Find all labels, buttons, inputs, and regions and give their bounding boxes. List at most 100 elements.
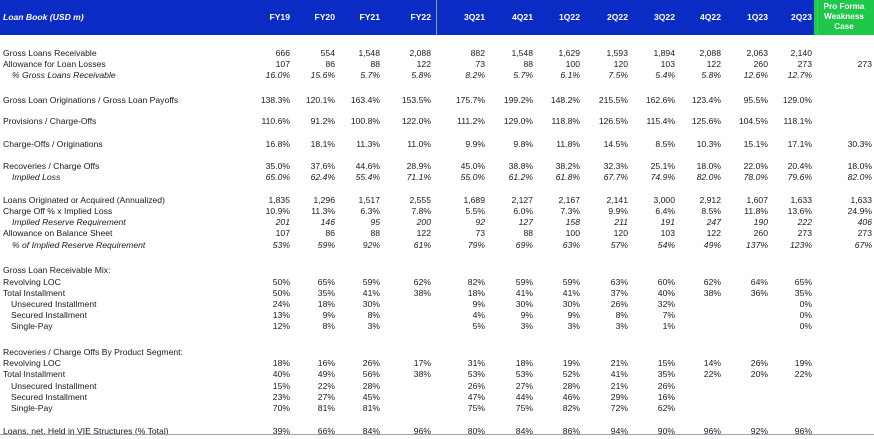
table-cell: 63% (562, 240, 580, 250)
table-cell: 1,894 (653, 48, 675, 58)
table-cell: 45% (362, 392, 380, 402)
row-label: Charge-Offs / Originations (3, 139, 103, 149)
table-cell: 9.9% (608, 206, 628, 216)
table-cell: 2,167 (558, 195, 580, 205)
table-cell: 0% (799, 299, 812, 309)
table-row: Total Installment 40% 49% 56% 38% 53% 53% 52% 41… (0, 369, 874, 380)
table-cell: 16.0% (265, 70, 290, 80)
table-cell: 5.7% (513, 70, 533, 80)
table-cell: 38.8% (508, 161, 533, 171)
table-cell: 15% (657, 358, 675, 368)
table-cell: 110.6% (261, 116, 290, 126)
table-cell: 18.1% (310, 139, 335, 149)
table-cell: 118.1% (783, 116, 812, 126)
row-label: % of Implied Reserve Requirement (12, 240, 146, 250)
table-cell: 6.3% (360, 206, 380, 216)
table-cell: 9.9% (465, 139, 485, 149)
table-cell: 11.3% (311, 206, 335, 216)
table-cell: 247 (706, 217, 721, 227)
table-cell: 15.1% (743, 139, 768, 149)
table-cell: 10.3% (696, 139, 721, 149)
header-col-fy22: FY22 (410, 12, 431, 22)
table-cell: 88 (523, 59, 533, 69)
table-row: Provisions / Charge-Offs 110.6% 91.2% 100.8… (0, 116, 874, 127)
table-cell: 3% (615, 321, 628, 331)
table-cell: 201 (275, 217, 290, 227)
table-row: Recoveries / Charge Offs By Product Segm… (0, 347, 874, 358)
table-cell: 73 (475, 59, 485, 69)
table-cell: 81% (362, 403, 380, 413)
table-cell: 38% (413, 369, 431, 379)
table-cell: 1,517 (358, 195, 380, 205)
table-cell: 59% (317, 240, 335, 250)
table-cell: 20% (750, 369, 768, 379)
table-row: % Gross Loans Receivable 16.0% 15.6% 5.7% 5.… (0, 70, 874, 81)
table-cell: 10.9% (265, 206, 290, 216)
row-label: % Gross Loans Receivable (12, 70, 116, 80)
table-cell: 9% (472, 299, 485, 309)
table-cell: 158 (565, 217, 580, 227)
table-cell: 406 (857, 217, 872, 227)
table-cell: 7.8% (411, 206, 431, 216)
header-col-3q21: 3Q21 (463, 12, 485, 22)
table-cell: 122 (416, 228, 431, 238)
table-cell: 32.3% (603, 161, 628, 171)
table-cell: 104.5% (738, 116, 768, 126)
table-cell: 3% (567, 321, 580, 331)
table-cell: 6.0% (513, 206, 533, 216)
table-cell: 12.6% (743, 70, 768, 80)
table-cell: 148.2% (550, 95, 580, 105)
row-label: Recoveries / Charge Offs By Product Segm… (3, 347, 183, 357)
row-label: Revolving LOC (3, 358, 61, 368)
table-cell: 18% (467, 288, 485, 298)
table-cell: 13.6% (787, 206, 812, 216)
table-cell: 92% (750, 426, 768, 436)
table-cell: 35.0% (265, 161, 290, 171)
table-cell: 61% (413, 240, 431, 250)
table-cell: 72% (610, 403, 628, 413)
row-label: Secured Installment (11, 310, 87, 320)
table-cell: 122 (706, 228, 721, 238)
row-label: Revolving LOC (3, 277, 61, 287)
table-cell: 163.4% (350, 95, 380, 105)
table-cell: 75% (467, 403, 485, 413)
table-cell: 19% (794, 358, 812, 368)
table-cell: 8% (367, 310, 380, 320)
table-row: Implied Loss 65.0% 62.4% 55.4% 71.1% 55.0% 61.… (0, 172, 874, 183)
table-cell: 1,629 (558, 48, 580, 58)
table-cell: 53% (515, 369, 533, 379)
table-cell: 122 (416, 59, 431, 69)
table-cell: 79% (467, 240, 485, 250)
table-cell: 59% (362, 277, 380, 287)
table-cell: 26% (750, 358, 768, 368)
row-label: Loans, net, Held in VIE Structures (% To… (3, 426, 169, 436)
table-cell: 82% (467, 277, 485, 287)
row-label: Recoveries / Charge Offs (3, 161, 100, 171)
row-label: Unsecured Installment (11, 381, 97, 391)
table-cell: 92% (362, 240, 380, 250)
table-cell: 1,633 (790, 195, 812, 205)
table-cell: 1,593 (606, 48, 628, 58)
table-cell: 19% (562, 358, 580, 368)
table-cell: 80% (467, 426, 485, 436)
row-label: Charge Off % x Implied Loss (3, 206, 113, 216)
table-cell: 15.6% (310, 70, 335, 80)
table-cell: 30% (562, 299, 580, 309)
row-label: Provisions / Charge-Offs (3, 116, 97, 126)
table-cell: 9% (322, 310, 335, 320)
table-cell: 191 (660, 217, 675, 227)
table-cell: 0% (799, 310, 812, 320)
table-cell: 215.5% (598, 95, 628, 105)
table-cell: 138.3% (260, 95, 290, 105)
table-cell: 21% (610, 358, 628, 368)
row-label: Gross Loan Originations / Gross Loan Pay… (3, 95, 179, 105)
table-row: Recoveries / Charge Offs 35.0% 37.6% 44.6% 2… (0, 161, 874, 172)
table-cell: 273 (797, 228, 812, 238)
table-cell: 74.9% (650, 172, 675, 182)
table-cell: 2,063 (746, 48, 768, 58)
table-cell: 1,296 (313, 195, 335, 205)
table-row: Implied Reserve Requirement 201 146 95 200 92… (0, 217, 874, 228)
table-cell: 26% (657, 381, 675, 391)
table-cell: 100 (565, 228, 580, 238)
table-cell: 50% (272, 277, 290, 287)
